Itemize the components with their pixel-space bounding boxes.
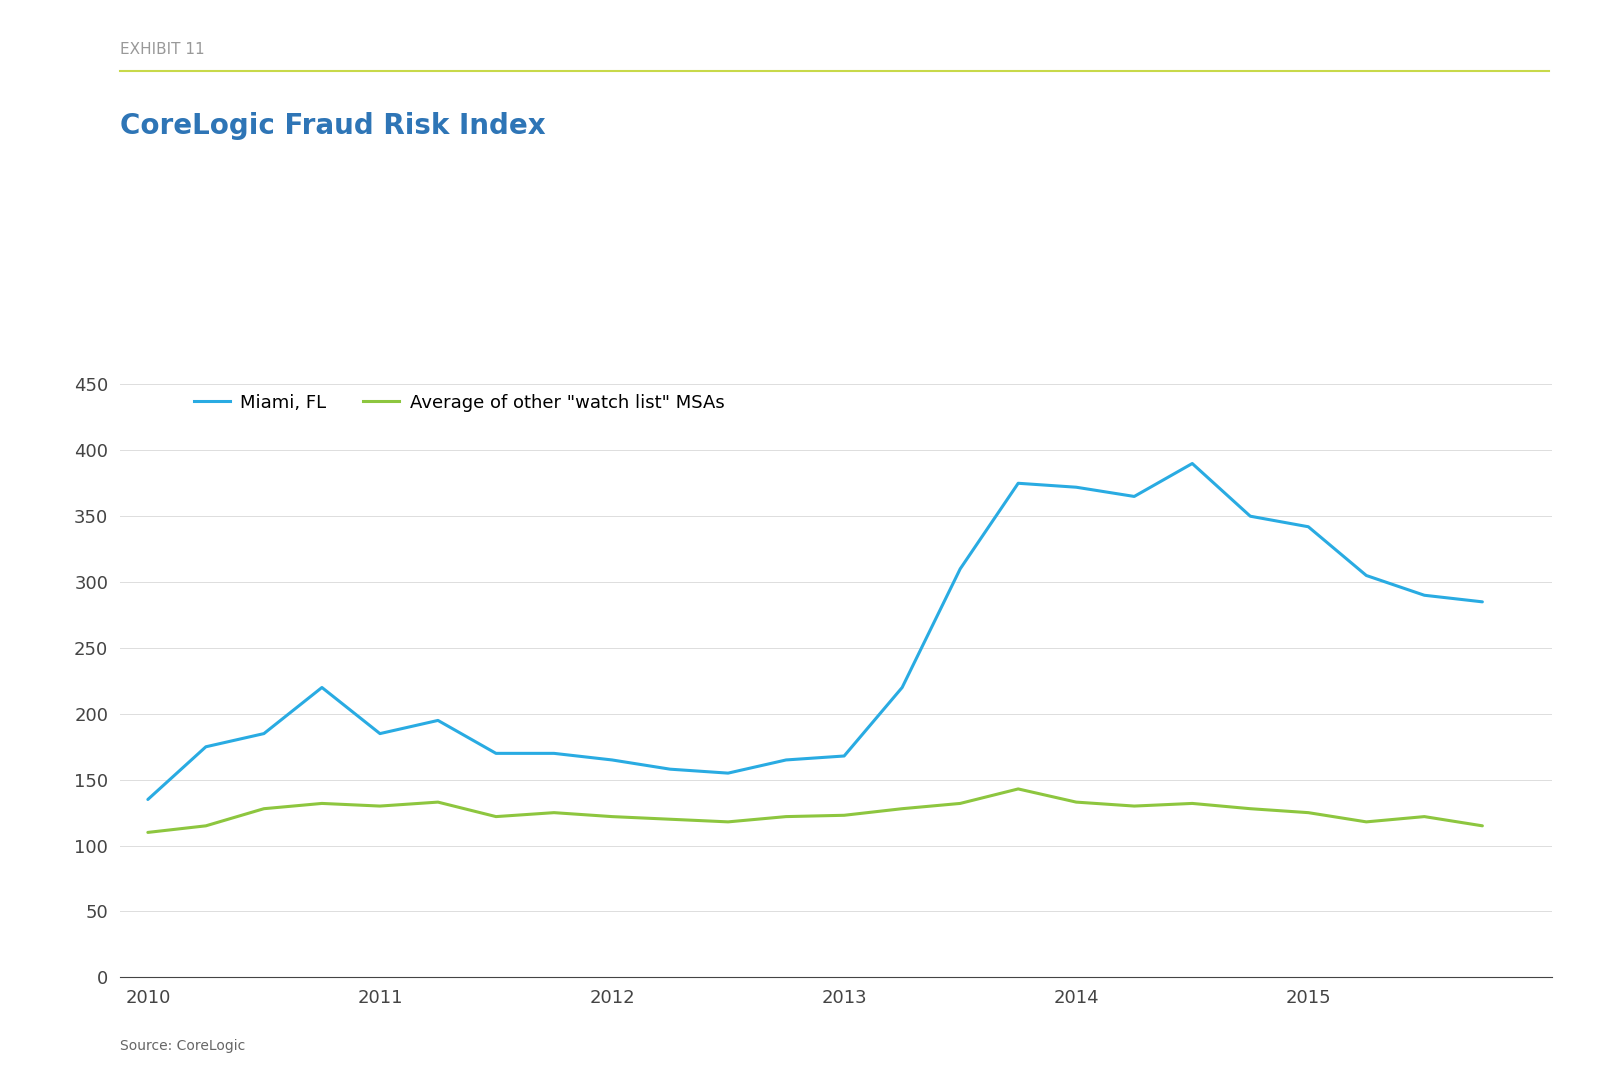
Text: CoreLogic Fraud Risk Index: CoreLogic Fraud Risk Index [120, 111, 546, 140]
Legend: Miami, FL, Average of other "watch list" MSAs: Miami, FL, Average of other "watch list"… [186, 387, 731, 419]
Text: Source: CoreLogic: Source: CoreLogic [120, 1040, 245, 1053]
Text: EXHIBIT 11: EXHIBIT 11 [120, 41, 205, 57]
